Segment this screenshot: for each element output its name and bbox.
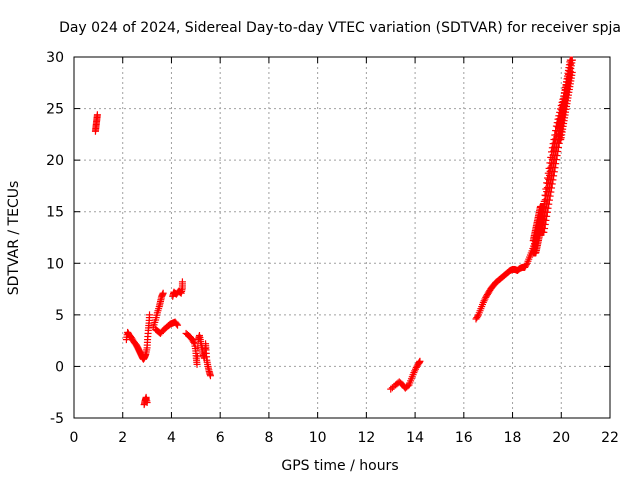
- plot-frame: [73, 56, 611, 419]
- data-point: [546, 192, 554, 200]
- data-point: [206, 372, 214, 380]
- grid-layer: [74, 57, 610, 418]
- y-tick-label: 15: [46, 205, 64, 221]
- data-point: [143, 399, 151, 407]
- y-tick-label: 30: [46, 50, 64, 66]
- data-point: [411, 365, 419, 373]
- data-point: [193, 360, 201, 368]
- data-point: [193, 352, 201, 360]
- x-tick-label: 0: [70, 430, 79, 446]
- x-tick-label: 22: [601, 430, 619, 446]
- data-point: [547, 188, 555, 196]
- data-point: [554, 148, 562, 156]
- data-point: [416, 357, 424, 365]
- data-point: [552, 160, 560, 168]
- data-point: [548, 184, 556, 192]
- data-point: [568, 56, 576, 64]
- data-point: [481, 295, 489, 303]
- data-point: [146, 311, 154, 319]
- data-point: [552, 156, 560, 164]
- data-point: [411, 367, 419, 375]
- data-point: [190, 338, 198, 346]
- data-point: [544, 204, 552, 212]
- data-point: [159, 289, 167, 297]
- data-point: [551, 164, 559, 172]
- data-point: [550, 168, 558, 176]
- y-tick-label: 10: [46, 256, 64, 272]
- plot-border: [73, 56, 611, 419]
- y-tick-label: -5: [50, 411, 64, 427]
- tick-layer: 0 2 4 6 8 10 12 14 16 18 20 22 -5 0 5 10 15 20 25 30: [46, 50, 619, 446]
- x-tick-label: 14: [406, 430, 424, 446]
- data-point: [173, 320, 181, 328]
- data-point: [545, 200, 553, 208]
- data-point: [178, 278, 186, 286]
- x-tick-label: 6: [216, 430, 225, 446]
- data-point: [474, 312, 482, 320]
- y-tick-label: 5: [55, 308, 64, 324]
- data-point: [550, 172, 558, 180]
- data-point: [541, 225, 549, 233]
- data-points: [91, 56, 576, 409]
- data-point: [543, 212, 551, 220]
- data-point: [410, 369, 418, 377]
- y-tick-label: 20: [46, 153, 64, 169]
- data-point: [174, 321, 182, 329]
- data-point: [548, 180, 556, 188]
- data-point: [549, 176, 557, 184]
- data-point: [568, 68, 576, 76]
- data-point: [543, 208, 551, 216]
- x-tick-label: 4: [167, 430, 176, 446]
- x-tick-label: 2: [118, 430, 127, 446]
- x-tick-label: 10: [309, 430, 327, 446]
- data-point: [553, 152, 561, 160]
- y-tick-label: 25: [46, 102, 64, 118]
- data-point: [542, 216, 550, 224]
- x-tick-label: 8: [264, 430, 273, 446]
- data-point: [522, 261, 530, 269]
- x-tick-label: 20: [552, 430, 570, 446]
- data-point: [540, 228, 548, 236]
- x-tick-label: 12: [357, 430, 375, 446]
- y-axis-label: SDTVAR / TECUs: [6, 181, 22, 296]
- data-point: [93, 111, 101, 119]
- chart-title: Day 024 of 2024, Sidereal Day-to-day VTE…: [59, 20, 621, 36]
- data-point: [545, 196, 553, 204]
- y-tick-label: 0: [55, 359, 64, 375]
- x-tick-label: 18: [504, 430, 522, 446]
- data-point: [554, 143, 562, 151]
- x-tick-label: 16: [455, 430, 473, 446]
- x-axis-label: GPS time / hours: [281, 458, 398, 474]
- data-point: [480, 297, 488, 305]
- data-point: [541, 220, 549, 228]
- data-point: [479, 298, 487, 306]
